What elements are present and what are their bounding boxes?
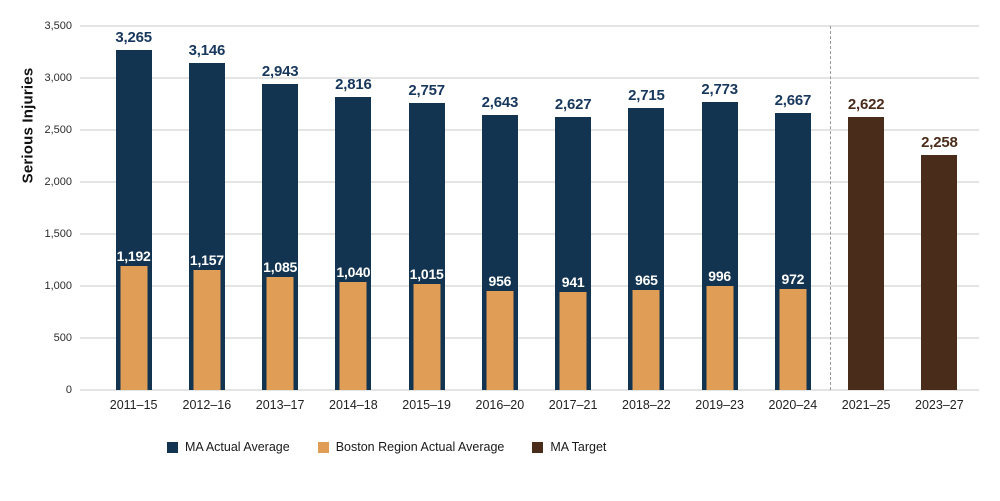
bar-value-label-ma-actual: 2,773 [701,80,738,98]
square-swatch-icon [317,441,329,453]
bar-value-label-boston-actual: 1,015 [409,266,444,283]
bar-value-label-boston-actual: 1,157 [189,251,224,268]
x-tick-label: 2020–24 [768,398,818,412]
x-tick-label: 2012–16 [182,398,232,412]
gridline [80,337,979,339]
bar-boston-actual [632,289,660,390]
gridline [80,285,979,287]
legend-label: MA Target [550,440,607,454]
bar-value-label-boston-actual: 956 [488,272,512,289]
bar-group-2023–27: 2,258 [903,26,976,390]
bar-boston-actual [559,292,587,390]
y-tick-label: 0 [65,384,72,396]
bar-value-label-boston-actual: 1,040 [336,263,371,280]
y-tick-label: 500 [53,332,72,344]
bar-group-2013–17: 2,943 1,085 [244,26,317,390]
y-tick-label: 2,000 [44,176,72,188]
gridline [80,181,979,183]
x-axis: 2011–15 2012–16 2013–17 2014–18 2015–19 2016–… [80,398,979,414]
bar-boston-actual [706,286,734,390]
x-tick-label: 2011–15 [109,398,158,412]
bar-value-label-boston-actual: 972 [781,270,805,287]
legend-item-boston-region-actual-average: Boston Region Actual Average [317,440,505,454]
bar-group-2016–20: 2,643 956 [463,26,536,390]
bar-group-2011–15: 3,265 1,192 [97,26,170,390]
x-tick-label: 2013–17 [255,398,305,412]
bar-value-label-ma-actual: 3,146 [188,41,226,59]
bar-group-2021–25: 2,622 [830,26,903,390]
bar-value-label-boston-actual: 941 [561,274,585,291]
legend-label: MA Actual Average [185,440,290,454]
y-tick-label: 2,500 [44,124,72,136]
bar-value-label-ma-target: 2,622 [847,96,885,114]
bar-group-2020–24: 2,667 972 [756,26,829,390]
legend-item-ma-actual-average: MA Actual Average [167,440,290,454]
x-tick-label: 2018–22 [622,398,671,412]
x-tick-label: 2019–23 [695,398,744,412]
bar-boston-actual [779,288,807,390]
bar-value-label-boston-actual: 1,192 [116,248,151,265]
bar-value-label-ma-actual: 2,757 [408,82,445,100]
x-tick-label: 2017–21 [548,398,598,412]
bar-group-2015–19: 2,757 1,015 [390,26,463,390]
bar-ma-target [921,155,958,390]
bar-boston-actual [193,269,221,390]
y-tick-label: 3,500 [44,20,72,32]
bar-group-2018–22: 2,715 965 [610,26,683,390]
bar-value-label-ma-actual: 2,816 [335,76,372,94]
legend: MA Actual Average Boston Region Actual Av… [167,440,606,454]
x-tick-label: 2021–25 [841,398,891,412]
square-swatch-icon [167,441,178,453]
legend-item-ma-target: MA Target [532,440,606,454]
bar-boston-actual [266,277,294,390]
y-tick-label: 1,500 [44,228,72,240]
bar-boston-actual [120,266,148,390]
plot-area: 0 500 1,000 1,500 2,000 2,500 3,000 3,500 3,265 1… [44,20,979,396]
square-swatch-icon [532,441,544,453]
bar-value-label-boston-actual: 965 [634,271,658,288]
bar-value-label-ma-actual: 2,667 [774,91,812,109]
x-tick-label: 2016–20 [475,398,525,412]
bar-boston-actual [413,284,441,390]
bar-ma-target [848,117,885,390]
y-tick-label: 3,000 [44,72,72,84]
gridline [80,77,979,79]
gridline [80,389,979,391]
x-tick-label: 2023–27 [915,398,964,412]
bar-boston-actual [339,281,367,390]
x-tick-label: 2015–19 [402,398,451,412]
bar-group-2019–23: 2,773 996 [683,26,756,390]
bar-value-label-ma-actual: 3,265 [115,29,152,47]
x-tick-label: 2014–18 [329,398,378,412]
bar-value-label-boston-actual: 1,085 [263,259,298,276]
bar-group-2012–16: 3,146 1,157 [170,26,243,390]
target-separator-line [829,26,831,390]
bar-value-label-ma-target: 2,258 [921,134,958,152]
gridline [80,25,979,27]
legend-label: Boston Region Actual Average [335,440,505,454]
bar-value-label-ma-actual: 2,715 [628,86,665,104]
gridline [80,129,979,131]
bar-value-label-boston-actual: 996 [708,268,732,285]
bar-value-label-ma-actual: 2,943 [261,62,299,80]
bar-group-2017–21: 2,627 941 [537,26,610,390]
gridline [80,233,979,235]
bar-value-label-ma-actual: 2,627 [554,95,592,113]
bar-boston-actual [486,290,514,390]
y-tick-label: 1,000 [44,280,72,292]
bar-value-label-ma-actual: 2,643 [481,94,519,112]
bar-group-2014–18: 2,816 1,040 [317,26,390,390]
